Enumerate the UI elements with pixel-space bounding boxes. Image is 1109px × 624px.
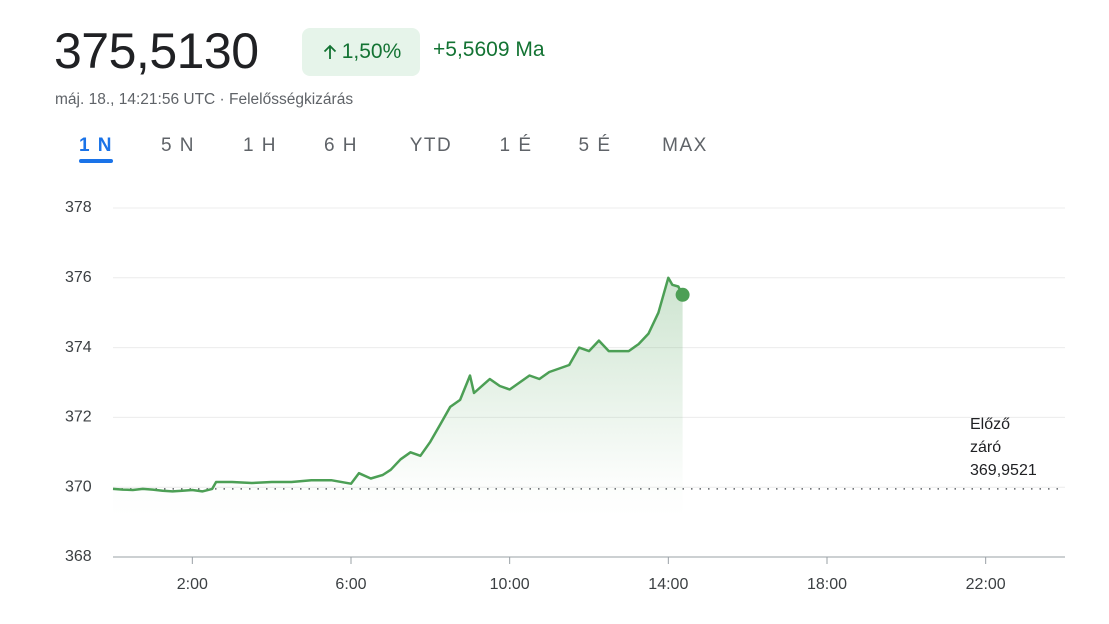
- x-tick-label: 10:00: [490, 576, 530, 593]
- change-percent: 1,50%: [341, 40, 402, 63]
- previous-close-label: Előző: [970, 416, 1010, 433]
- previous-close-value: 369,9521: [970, 462, 1037, 479]
- last-point: [675, 287, 690, 302]
- y-tick-label: 372: [65, 409, 92, 426]
- y-tick-label: 368: [65, 548, 92, 565]
- y-tick-label: 370: [65, 478, 92, 495]
- change-amount: +5,5609 Ma: [433, 38, 545, 61]
- range-tab[interactable]: 6 H: [324, 135, 358, 156]
- range-tab[interactable]: 5 É: [578, 135, 611, 156]
- tab-underline: [79, 159, 113, 163]
- x-tick-label: 18:00: [807, 576, 847, 593]
- x-tick-label: 2:00: [177, 576, 208, 593]
- range-tab[interactable]: 1 H: [243, 135, 277, 156]
- y-tick-label: 376: [65, 269, 92, 286]
- range-tab[interactable]: 1 N: [79, 135, 113, 156]
- previous-close-label: záró: [970, 439, 1001, 456]
- x-tick-label: 6:00: [335, 576, 366, 593]
- x-tick-label: 22:00: [966, 576, 1006, 593]
- price: 375,5130: [54, 23, 259, 79]
- x-tick-label: 14:00: [648, 576, 688, 593]
- timestamp: máj. 18., 14:21:56 UTC · Felelősségkizár…: [55, 91, 354, 108]
- range-tab[interactable]: YTD: [410, 135, 453, 156]
- range-tab[interactable]: 5 N: [161, 135, 195, 156]
- y-tick-label: 378: [65, 199, 92, 216]
- up-arrow-icon: [323, 44, 336, 59]
- range-tab[interactable]: 1 É: [499, 135, 532, 156]
- y-tick-label: 374: [65, 339, 92, 356]
- price-line: [112, 276, 684, 493]
- area: [113, 277, 683, 517]
- range-tab[interactable]: MAX: [662, 135, 708, 156]
- change-badge: 1,50%: [302, 28, 420, 76]
